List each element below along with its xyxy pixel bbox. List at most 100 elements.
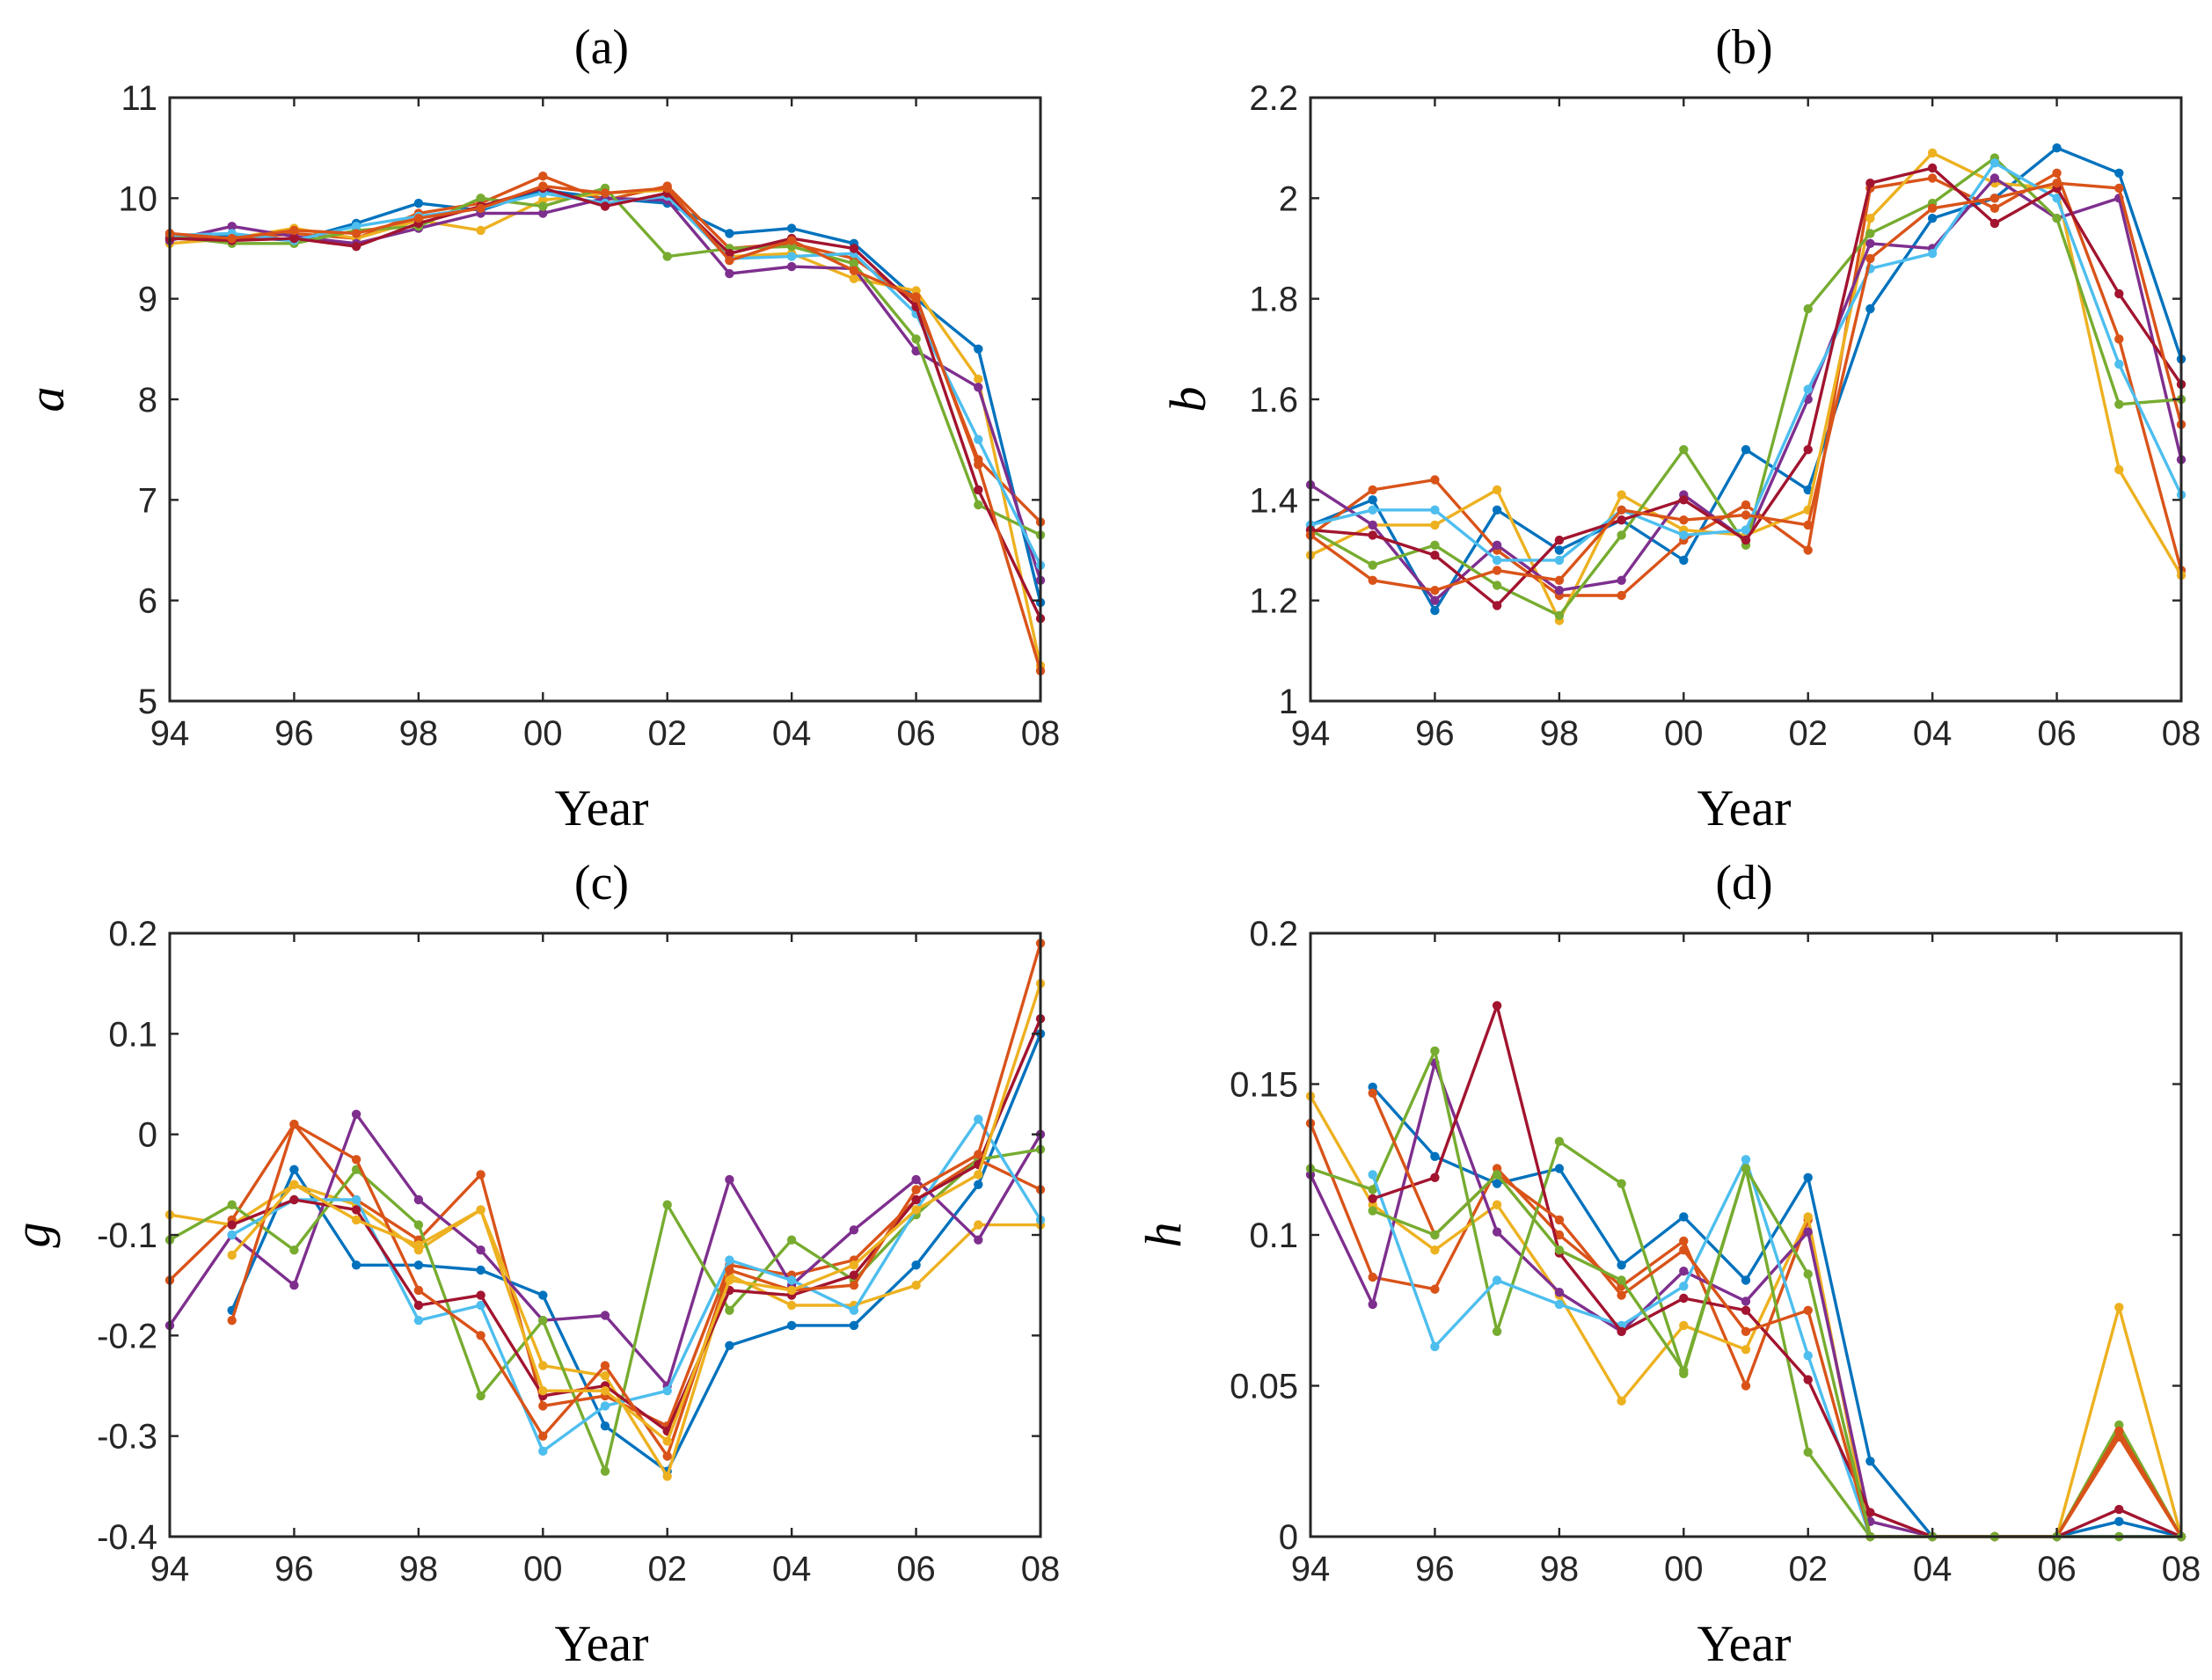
panel-c-series-3-point xyxy=(974,1220,983,1230)
panel-a-series-6-point xyxy=(351,222,361,231)
panel-c-series-8-point xyxy=(476,1331,485,1340)
panel-a-series-4-point xyxy=(725,268,734,279)
panel-a-ylabel: a xyxy=(18,387,75,413)
panel-b-series-6-point xyxy=(1989,158,2000,168)
panel-c-series-7-point xyxy=(911,1194,921,1205)
panel-a-series-8-point xyxy=(849,266,859,275)
panel-d-ylabel: h xyxy=(1135,1223,1192,1248)
panel-d-series-5-point xyxy=(1492,1326,1502,1337)
panel-b-series-6-point xyxy=(1430,505,1440,515)
panel-c-series-9-point xyxy=(538,1386,548,1396)
panel-c-series-1-point xyxy=(476,1265,485,1275)
panel-b-xtick-label: 04 xyxy=(1913,714,1953,753)
panel-d-xtick-label: 08 xyxy=(2162,1550,2201,1589)
panel-c-series-5-point xyxy=(413,1220,424,1230)
panel-d-series-3-point xyxy=(1430,1245,1440,1255)
panel-a-series-8-point xyxy=(725,256,734,266)
panel-c-series-9-point xyxy=(786,1285,797,1296)
panel-c-series-4-point xyxy=(911,1174,921,1185)
panel-b-series-5-point xyxy=(1554,610,1565,620)
panel-c-series-8-point xyxy=(911,1185,921,1194)
panel-b-series-5-point xyxy=(2114,399,2124,409)
panel-c-series-line-8 xyxy=(230,941,1042,1458)
panel-a-series-4-point xyxy=(538,208,548,218)
panel-b-series-2-point xyxy=(2052,168,2062,178)
panel-b-series-8-point xyxy=(1741,510,1751,520)
panel-d-series-1-point xyxy=(1430,1151,1440,1162)
panel-b-series-3-point xyxy=(1430,520,1440,530)
panel-a-series-4-point xyxy=(227,222,237,231)
panel-d-series-8-point xyxy=(1803,1305,1813,1316)
panel-d-series-7-point xyxy=(1741,1305,1751,1316)
panel-d-series-5-point xyxy=(1368,1185,1377,1194)
panel-a-series-8-point xyxy=(538,181,548,191)
panel-b-series-5-point xyxy=(1430,540,1440,550)
panel-b-series-1-point xyxy=(2052,143,2062,153)
panel-c-series-3-point xyxy=(538,1361,548,1370)
panel-d-xtick-label: 94 xyxy=(1291,1550,1331,1589)
panel-c-ytick-label: -0.3 xyxy=(97,1418,157,1457)
panel-b-series-4-point xyxy=(1989,173,2000,183)
panel-c-series-8-point xyxy=(849,1281,859,1290)
panel-b-xlabel: Year xyxy=(1697,779,1792,836)
panel-b-series-8-point xyxy=(1368,575,1377,585)
panel-b-title: (b) xyxy=(1715,20,1772,75)
panel-d-series-1-point xyxy=(1492,1179,1502,1188)
panel-c-series-8-point xyxy=(974,1150,983,1159)
panel-d-ytick-label: 0.15 xyxy=(1230,1066,1298,1105)
panel-b-series-7-point xyxy=(1989,218,2000,229)
panel-d-series-7-point xyxy=(1803,1375,1813,1384)
panel-d-series-7-point xyxy=(1865,1508,1875,1517)
panel-c-series-9-point xyxy=(974,1170,983,1180)
panel-b-series-8-point xyxy=(2052,179,2062,188)
panel-d-series-7-point xyxy=(2114,1504,2124,1515)
panel-c-series-8-point xyxy=(600,1361,610,1370)
panel-c-series-8-point xyxy=(351,1155,361,1165)
panel-d-xlabel: Year xyxy=(1697,1615,1792,1672)
panel-a-xtick-label: 96 xyxy=(274,714,314,753)
panel-a-series-8-point xyxy=(413,214,424,223)
panel-b-ytick-label: 2 xyxy=(1279,179,1298,218)
panel-b-xtick-label: 02 xyxy=(1788,714,1828,753)
panel-a-series-6-point xyxy=(786,252,797,261)
panel-d-series-7-point xyxy=(1492,1001,1502,1011)
panel-d-series-8-point xyxy=(1368,1088,1377,1099)
panel-d-series-6-point xyxy=(1492,1275,1502,1285)
panel-b-series-1-point xyxy=(1927,214,1938,223)
panel-a-series-3-point xyxy=(849,274,859,283)
panel-b-series-1-point xyxy=(1865,303,1875,314)
panel-d-series-1-point xyxy=(2114,1516,2124,1527)
panel-c-series-5-point xyxy=(600,1466,610,1476)
panel-c-series-3-point xyxy=(662,1472,672,1481)
panel-a-series-6-point xyxy=(974,435,983,444)
panel-d-series-8-point xyxy=(1554,1215,1565,1225)
panel-b-xtick-label: 08 xyxy=(2162,714,2201,753)
panel-c-xtick-label: 00 xyxy=(523,1550,563,1589)
panel-b-series-6-point xyxy=(1927,249,1938,259)
panel-d-series-8-point xyxy=(1741,1326,1751,1337)
panel-d-xtick-label: 02 xyxy=(1788,1550,1828,1589)
panel-a-xlabel: Year xyxy=(555,779,649,836)
panel-a-ytick-label: 5 xyxy=(138,683,157,721)
panel-a-series-5-point xyxy=(476,194,485,203)
panel-b-ytick-label: 1.6 xyxy=(1249,381,1298,420)
panel-d-series-1-point xyxy=(1741,1275,1751,1285)
panel-c-series-6-point xyxy=(849,1305,859,1316)
panel-d-series-5-point xyxy=(1554,1136,1565,1146)
panel-c-series-7-point xyxy=(351,1205,361,1215)
panel-d-series-3-point xyxy=(1492,1200,1502,1209)
panel-c-ytick-label: 0.2 xyxy=(108,915,157,953)
panel-b-ytick-label: 1 xyxy=(1279,683,1298,721)
panel-c-series-4-point xyxy=(289,1281,299,1290)
panel-c-series-5-point xyxy=(289,1245,299,1255)
panel-d-series-5-point xyxy=(1617,1179,1626,1188)
panel-d-series-9-point xyxy=(1368,1206,1377,1216)
panel-d-series-4-point xyxy=(1679,1267,1689,1276)
panel-c-series-3-point xyxy=(786,1300,797,1311)
panel-a-series-1-point xyxy=(725,229,734,238)
panel-d-series-6-point xyxy=(1430,1341,1440,1352)
panel-d-series-3-point xyxy=(1679,1320,1689,1331)
panel-a-series-8-point xyxy=(786,236,797,245)
panel-b-xtick-label: 06 xyxy=(2037,714,2077,753)
panel-a-series-8-point xyxy=(227,233,237,244)
